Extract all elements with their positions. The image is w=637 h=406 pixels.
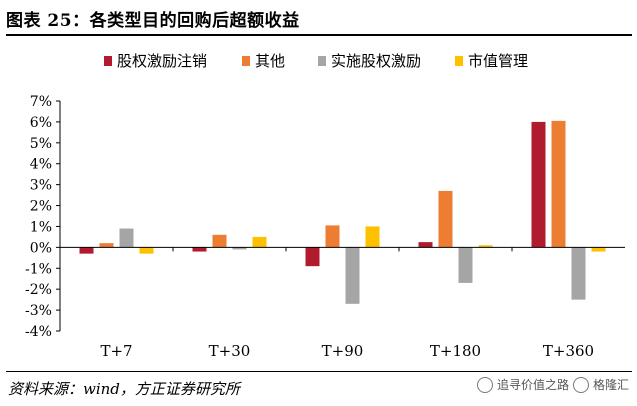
bar — [99, 243, 114, 248]
y-tick-label: 7% — [30, 94, 52, 110]
bar — [531, 121, 546, 248]
y-tick-label: 3% — [30, 178, 52, 194]
legend-label: 其他 — [255, 52, 285, 70]
source-rule — [6, 371, 632, 372]
watermark-brand: 格隆汇 — [592, 378, 629, 392]
legend-label: 市值管理 — [468, 52, 528, 70]
y-tick-label: 4% — [30, 157, 52, 173]
y-tick-label: 1% — [30, 219, 52, 235]
bar — [212, 234, 227, 248]
y-tick-label: -1% — [25, 261, 52, 277]
bar — [438, 190, 453, 248]
y-tick-label: 6% — [30, 115, 52, 131]
legend-swatch — [242, 56, 250, 66]
x-tick-label: T+360 — [543, 342, 594, 360]
bar-chart: 股权激励注销 其他 实施股权激励 市值管理 -4% -3% -2% -1% 0% 1% 2% 3% 4… — [25, 52, 625, 360]
bar — [458, 247, 473, 283]
legend: 股权激励注销 其他 实施股权激励 市值管理 — [104, 52, 528, 70]
bar — [192, 247, 207, 252]
title-bar: 图表 25：各类型目的回购后超额收益 — [0, 0, 637, 36]
bar — [305, 247, 320, 267]
y-tick-label: 5% — [30, 136, 52, 152]
x-tick-label: T+7 — [100, 342, 132, 360]
brand-logo-icon — [572, 376, 589, 393]
bar — [551, 120, 566, 248]
bar — [325, 225, 340, 248]
bar — [119, 228, 134, 248]
bar — [571, 247, 586, 300]
chart-title: 图表 25：各类型目的回购后超额收益 — [6, 11, 300, 31]
bar — [345, 247, 360, 304]
bar — [365, 226, 380, 248]
y-tick-label: 0% — [30, 240, 52, 256]
legend-label: 实施股权激励 — [331, 52, 421, 70]
bar — [478, 245, 493, 248]
x-tick-label: T+180 — [430, 342, 481, 360]
x-tick-label: T+30 — [209, 342, 251, 360]
source-note: 资料来源：wind，方正证券研究所 — [8, 380, 240, 398]
y-tick-label: -4% — [25, 324, 52, 340]
legend-label: 股权激励注销 — [117, 52, 207, 70]
watermark-text: 追寻价值之路 — [496, 378, 569, 392]
y-tick-label: -2% — [25, 282, 52, 298]
bar — [79, 247, 94, 254]
x-tick-label: T+90 — [322, 342, 364, 360]
bars — [79, 120, 606, 304]
wechat-icon — [476, 376, 493, 393]
legend-swatch — [104, 56, 112, 66]
bar — [252, 236, 267, 248]
bar — [418, 242, 433, 248]
bar — [591, 247, 606, 252]
bar — [139, 247, 154, 254]
x-axis: T+7 T+30 T+90 T+180 T+360 — [59, 246, 625, 360]
y-tick-label: 2% — [30, 199, 52, 215]
bar — [232, 247, 247, 250]
y-tick-label: -3% — [25, 303, 52, 319]
watermark: 追寻价值之路 格隆汇 — [476, 376, 629, 393]
legend-swatch — [455, 56, 463, 66]
y-axis: -4% -3% -2% -1% 0% 1% 2% 3% 4% 5% 6% 7% — [25, 94, 61, 340]
title-rule — [6, 34, 632, 36]
legend-swatch — [318, 56, 326, 66]
